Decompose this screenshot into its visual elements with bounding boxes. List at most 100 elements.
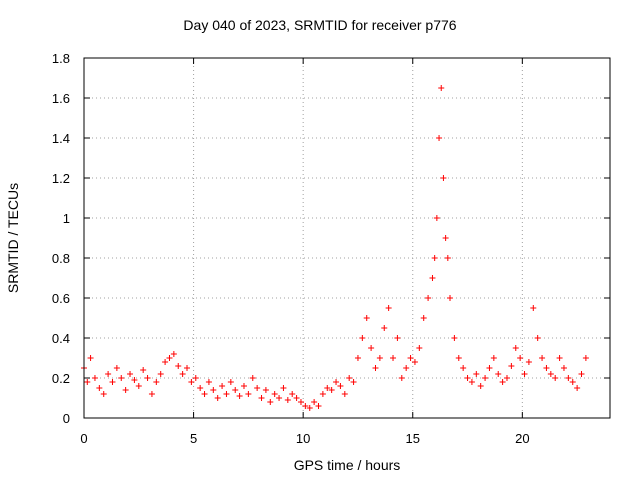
data-point — [442, 235, 449, 241]
data-point — [433, 215, 440, 221]
data-point — [372, 365, 379, 371]
data-point — [569, 379, 576, 385]
data-point — [113, 365, 120, 371]
data-point — [444, 255, 451, 261]
data-point — [328, 387, 335, 393]
data-point — [521, 371, 528, 377]
data-point — [508, 363, 515, 369]
data-point — [482, 375, 489, 381]
y-tick-label: 0.4 — [52, 331, 70, 346]
data-point — [297, 399, 304, 405]
data-point — [438, 85, 445, 91]
data-points — [81, 85, 589, 411]
data-point — [192, 375, 199, 381]
data-point — [87, 355, 94, 361]
data-point — [499, 379, 506, 385]
data-point — [188, 379, 195, 385]
data-point — [219, 383, 226, 389]
data-point — [436, 135, 443, 141]
data-point — [539, 355, 546, 361]
data-point — [337, 383, 344, 389]
grid — [84, 58, 610, 418]
data-point — [280, 385, 287, 391]
data-point — [118, 375, 125, 381]
y-tick-label: 0.8 — [52, 251, 70, 266]
data-point — [503, 375, 510, 381]
y-tick-label: 0 — [63, 411, 70, 426]
data-point — [262, 387, 269, 393]
data-point — [157, 371, 164, 377]
data-point — [490, 355, 497, 361]
data-point — [354, 355, 361, 361]
data-point — [534, 335, 541, 341]
x-tick-label: 10 — [296, 431, 310, 446]
data-point — [565, 375, 572, 381]
data-point — [381, 325, 388, 331]
data-point — [416, 345, 423, 351]
plot-frame — [83, 57, 611, 419]
data-point — [267, 399, 274, 405]
data-point — [578, 371, 585, 377]
data-point — [175, 363, 182, 369]
data-point — [451, 335, 458, 341]
data-point — [148, 391, 155, 397]
data-point — [517, 355, 524, 361]
data-point — [311, 399, 318, 405]
data-point — [214, 395, 221, 401]
data-point — [324, 385, 331, 391]
x-tick-label: 5 — [190, 431, 197, 446]
y-tick-label: 1 — [63, 211, 70, 226]
data-point — [420, 315, 427, 321]
data-point — [105, 371, 112, 377]
data-point — [376, 355, 383, 361]
data-point — [131, 377, 138, 383]
data-point — [122, 387, 129, 393]
data-point — [197, 385, 204, 391]
data-point — [359, 335, 366, 341]
ticks: 0 0.2 0.4 0.6 0.8 1 1.2 1.4 1.6 1.8 0 5 10 15 20 — [52, 51, 610, 446]
data-point — [109, 379, 116, 385]
y-tick-label: 1.6 — [52, 91, 70, 106]
data-point — [254, 385, 261, 391]
data-point — [468, 379, 475, 385]
chart-title: Day 040 of 2023, SRMTID for receiver p77… — [183, 17, 457, 33]
data-point — [179, 371, 186, 377]
data-point — [403, 365, 410, 371]
data-point — [460, 365, 467, 371]
y-axis-label: SRMTID / TECUs — [5, 182, 21, 294]
data-point — [271, 391, 278, 397]
data-point — [127, 371, 134, 377]
data-point — [170, 351, 177, 357]
data-point — [447, 295, 454, 301]
data-point — [350, 379, 357, 385]
data-point — [91, 375, 98, 381]
data-point — [223, 391, 230, 397]
y-tick-label: 0.2 — [52, 371, 70, 386]
y-tick-label: 1.2 — [52, 171, 70, 186]
data-point — [201, 391, 208, 397]
data-point — [407, 355, 414, 361]
data-point — [512, 345, 519, 351]
data-point — [495, 371, 502, 377]
data-point — [249, 375, 256, 381]
data-point — [440, 175, 447, 181]
data-point — [455, 355, 462, 361]
data-point — [144, 375, 151, 381]
data-point — [319, 391, 326, 397]
x-tick-label: 15 — [406, 431, 420, 446]
data-point — [346, 375, 353, 381]
data-point — [574, 385, 581, 391]
data-point — [84, 379, 91, 385]
data-point — [363, 315, 370, 321]
data-point — [258, 395, 265, 401]
x-tick-label: 0 — [80, 431, 87, 446]
data-point — [184, 365, 191, 371]
data-point — [100, 391, 107, 397]
data-point — [464, 375, 471, 381]
data-point — [560, 365, 567, 371]
data-point — [543, 365, 550, 371]
y-tick-label: 1.8 — [52, 51, 70, 66]
x-tick-label: 20 — [515, 431, 529, 446]
data-point — [394, 335, 401, 341]
